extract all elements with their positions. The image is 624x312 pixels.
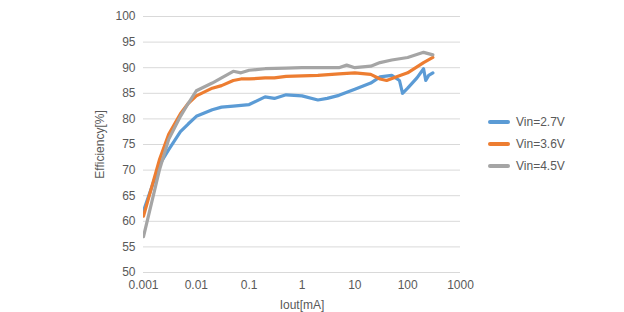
svg-text:0.001: 0.001: [128, 278, 158, 292]
svg-text:80: 80: [122, 112, 136, 126]
svg-text:95: 95: [122, 35, 136, 49]
svg-text:65: 65: [122, 189, 136, 203]
svg-text:100: 100: [115, 9, 135, 23]
svg-text:55: 55: [122, 240, 136, 254]
svg-text:0.1: 0.1: [241, 278, 258, 292]
html-text:Vin=4.5V: Vin=4.5V: [516, 159, 565, 173]
svg-text:Efficiency[%]: Efficiency[%]: [93, 110, 107, 178]
svg-text:90: 90: [122, 61, 136, 75]
svg-text:1000: 1000: [447, 278, 474, 292]
svg-text:75: 75: [122, 137, 136, 151]
svg-text:60: 60: [122, 214, 136, 228]
svg-text:1: 1: [299, 278, 306, 292]
svg-text:10: 10: [348, 278, 362, 292]
svg-text:100: 100: [398, 278, 418, 292]
svg-text:0.01: 0.01: [185, 278, 209, 292]
svg-text:70: 70: [122, 163, 136, 177]
svg-text:50: 50: [122, 265, 136, 280]
svg-text:85: 85: [122, 86, 136, 100]
svg-text:Iout[mA]: Iout[mA]: [280, 298, 325, 312]
html-text:Vin=3.6V: Vin=3.6V: [516, 137, 565, 151]
html-text:Vin=2.7V: Vin=2.7V: [516, 115, 565, 129]
